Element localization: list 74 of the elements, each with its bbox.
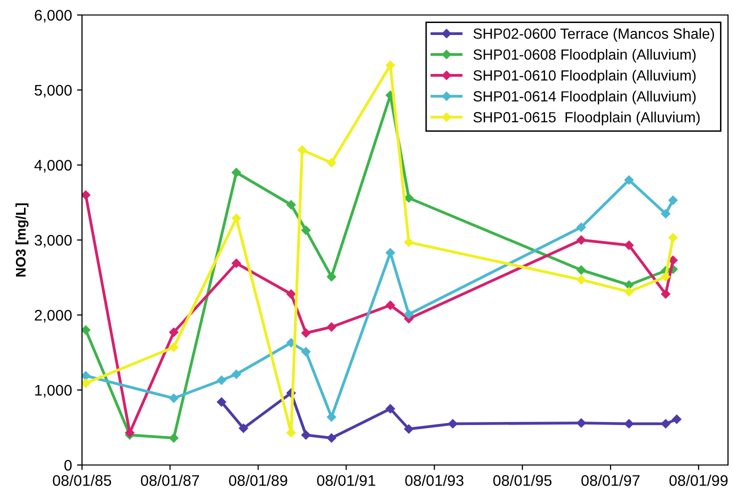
y-tick-label: 1,000 <box>35 384 72 398</box>
x-tick-label: 08/01/85 <box>52 474 112 486</box>
point <box>286 289 296 299</box>
point <box>668 196 678 205</box>
point <box>624 240 634 250</box>
point <box>169 328 178 337</box>
point <box>326 433 336 443</box>
point <box>404 424 414 434</box>
point <box>216 397 226 407</box>
point <box>576 265 586 275</box>
point <box>169 394 178 403</box>
x-tick-label: 08/01/91 <box>317 474 376 486</box>
point <box>82 371 90 380</box>
y-tick-label: 2,000 <box>34 310 72 322</box>
point <box>238 424 248 433</box>
point <box>82 378 90 388</box>
point <box>624 287 634 296</box>
point <box>661 419 670 428</box>
point <box>576 275 586 284</box>
point <box>301 430 311 440</box>
y-tick-label: 3,000 <box>34 234 72 248</box>
x-tick-label: 08/01/99 <box>669 474 728 486</box>
point <box>326 272 336 282</box>
point <box>232 214 241 223</box>
y-axis-title: NO3 [mg/L] <box>15 203 28 276</box>
point <box>326 322 336 332</box>
point <box>624 175 634 185</box>
point <box>326 158 336 168</box>
point <box>404 238 414 247</box>
x-tick-label: 08/01/87 <box>140 474 199 486</box>
point <box>672 414 682 424</box>
y-tick-label: 6,000 <box>34 10 72 22</box>
point <box>286 428 296 438</box>
point <box>576 418 586 428</box>
point <box>301 347 311 356</box>
point <box>386 300 395 310</box>
point <box>386 248 395 258</box>
point <box>286 200 296 210</box>
point <box>404 310 414 319</box>
point <box>668 233 678 242</box>
point <box>82 190 90 200</box>
x-tick-label: 08/01/97 <box>581 474 640 486</box>
legend-label: SHP01-0614 Floodplain (Alluvium) <box>473 90 696 104</box>
point <box>624 419 634 428</box>
point <box>232 168 241 178</box>
point <box>301 226 311 235</box>
point <box>576 235 586 245</box>
point <box>216 376 226 385</box>
point <box>169 342 178 352</box>
point <box>661 209 670 218</box>
y-tick-label: 5,000 <box>34 84 72 98</box>
y-tick-label: 0 <box>64 460 72 471</box>
point <box>301 328 311 338</box>
point <box>661 289 670 299</box>
legend-label: SHP01-0608 Floodplain (Alluvium) <box>473 49 696 63</box>
legend-label: SHP02-0600 Terrace (Mancos Shale) <box>473 28 714 42</box>
point <box>232 258 241 268</box>
legend-label: SHP01-0610 Floodplain (Alluvium) <box>473 70 696 84</box>
point <box>232 370 241 379</box>
point <box>404 193 414 203</box>
y-tick-label: 4,000 <box>34 160 72 172</box>
point <box>82 325 90 335</box>
point <box>576 222 586 232</box>
point <box>661 272 670 282</box>
x-tick-label: 08/01/95 <box>493 474 552 486</box>
x-tick-label: 08/01/93 <box>405 474 464 486</box>
point <box>448 419 458 428</box>
point <box>169 433 178 443</box>
point <box>668 256 678 265</box>
point <box>326 412 336 422</box>
x-tick-label: 08/01/89 <box>229 474 288 486</box>
legend-label: SHP01-0615 Floodplain (Alluvium) <box>473 112 700 126</box>
point <box>386 404 395 414</box>
point <box>298 145 307 155</box>
